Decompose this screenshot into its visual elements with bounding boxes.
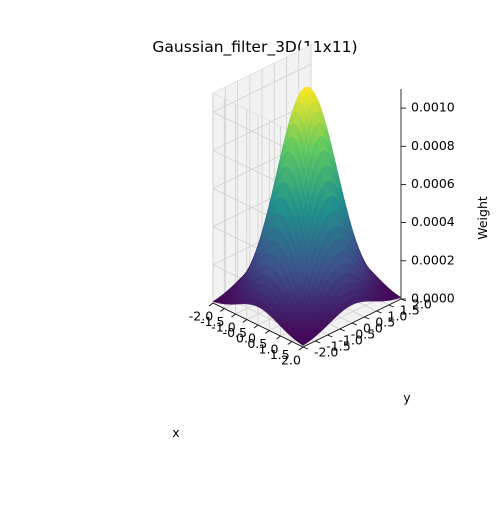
y-tick-mark	[377, 311, 382, 313]
x-axis-label: x	[172, 425, 179, 440]
x-tick-mark	[232, 314, 236, 317]
z-tick-label: 0.0002	[411, 252, 455, 267]
z-tick-label: 0.0006	[411, 176, 455, 191]
x-tick-mark	[299, 347, 303, 350]
y-tick-mark	[303, 347, 308, 349]
z-tick-label: 0.0000	[411, 291, 455, 306]
y-tick-mark	[340, 329, 345, 331]
x-tick-mark	[277, 336, 281, 339]
x-tick-mark	[220, 309, 224, 312]
y-tick-mark	[352, 323, 357, 325]
y-tick-mark	[328, 335, 333, 337]
y-tick-mark	[389, 305, 394, 307]
chart-title: Gaussian_filter_3D(11x11)	[152, 38, 357, 57]
y-tick-mark	[364, 317, 369, 319]
z-axis-label: Weight	[475, 196, 490, 240]
y-axis-label: y	[403, 390, 411, 405]
x-tick-mark	[265, 331, 269, 334]
x-tick-label: 2.0	[281, 353, 301, 368]
y-tick-mark	[315, 341, 320, 343]
x-tick-mark	[243, 320, 247, 323]
x-tick-mark	[288, 342, 292, 345]
z-tick-label: 0.0010	[411, 100, 455, 115]
z-tick-label: 0.0004	[411, 214, 455, 229]
x-tick-mark	[254, 325, 258, 328]
z-tick-label: 0.0008	[411, 138, 455, 153]
x-tick-mark	[209, 303, 213, 306]
